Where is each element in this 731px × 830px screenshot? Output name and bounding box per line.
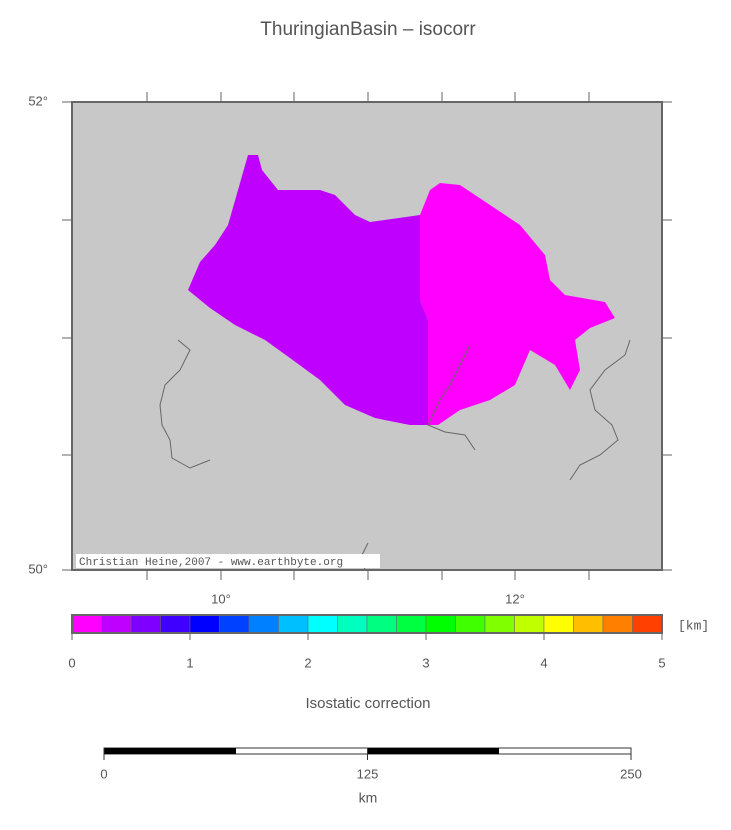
river — [159, 339, 211, 469]
colorbar-swatch — [602, 614, 633, 634]
scalebar-segment — [104, 748, 236, 754]
colorbar-swatch — [337, 614, 368, 634]
colorbar-swatch — [484, 614, 515, 634]
colorbar-swatch — [425, 614, 456, 634]
scalebar-tick-label: 250 — [620, 766, 642, 781]
colorbar-swatch — [189, 614, 220, 634]
colorbar-tick-label: 2 — [304, 655, 311, 670]
scalebar-segment — [368, 748, 499, 754]
lon-label: 10° — [211, 591, 231, 606]
scalebar — [103, 747, 632, 760]
colorbar-swatch — [160, 614, 191, 634]
colorbar-swatch — [71, 614, 102, 634]
lat-label: 50° — [28, 561, 48, 576]
scalebar-tick-label: 125 — [357, 766, 379, 781]
colorbar-unit: [km] — [678, 618, 709, 633]
colorbar-swatch — [307, 614, 338, 634]
river — [427, 344, 476, 451]
colorbar — [71, 614, 663, 634]
credit: Christian Heine,2007 - www.earthbyte.org — [79, 557, 343, 569]
lat-label: 52° — [28, 93, 48, 108]
colorbar-swatch — [632, 614, 663, 634]
colorbar-swatch — [573, 614, 604, 634]
credit-box — [76, 554, 380, 568]
colorbar-tick-label: 3 — [422, 655, 429, 670]
lon-label: 12° — [505, 591, 525, 606]
region-west — [188, 155, 428, 425]
region-east — [420, 183, 615, 425]
map-frame — [71, 101, 663, 571]
colorbar-swatch — [543, 614, 574, 634]
colorbar-label: Isostatic correction — [305, 695, 430, 712]
frame-ticks — [62, 92, 672, 580]
colorbar-swatch — [130, 614, 161, 634]
colorbar-swatch — [101, 614, 132, 634]
rivers — [159, 339, 631, 571]
scalebar-tick-label: 0 — [100, 766, 107, 781]
colorbar-swatch — [248, 614, 279, 634]
colorbar-swatch — [219, 614, 250, 634]
colorbar-tick-label: 5 — [658, 655, 665, 670]
title: ThuringianBasin – isocorr — [260, 19, 476, 40]
colorbar-swatch — [366, 614, 397, 634]
river — [569, 339, 631, 481]
colorbar-tick-label: 1 — [186, 655, 193, 670]
scalebar-unit: km — [359, 790, 378, 806]
colorbar-tick-label: 0 — [68, 655, 75, 670]
colorbar-swatch — [396, 614, 427, 634]
colorbar-swatch — [455, 614, 486, 634]
colorbar-swatch — [514, 614, 545, 634]
colorbar-frame — [71, 614, 663, 634]
colorbar-tick-label: 4 — [540, 655, 547, 670]
colorbar-swatch — [278, 614, 309, 634]
